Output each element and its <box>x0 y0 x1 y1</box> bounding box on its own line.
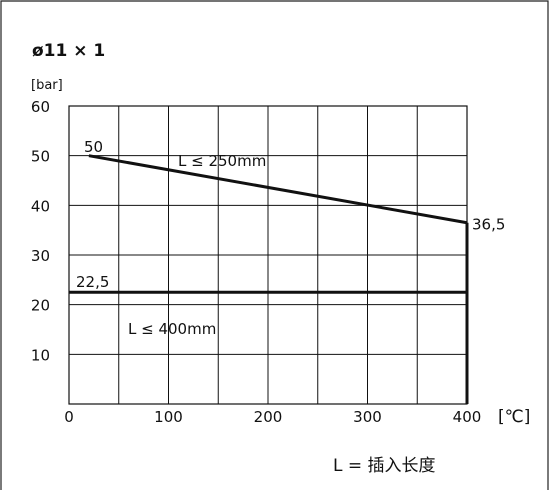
label-layer: L ≤ 250mm L ≤ 400mm 50 36,5 22,5 ø11 × 1 [bar]… <box>31 41 530 476</box>
y-tick-label: 60 <box>31 98 50 116</box>
annotation-label: 50 <box>84 138 103 156</box>
series-label-1: L ≤ 250mm <box>178 152 266 170</box>
y-tick-label: 30 <box>31 247 50 265</box>
series-line-1 <box>88 154 468 225</box>
y-unit-label: [bar] <box>31 78 63 93</box>
annotation-label: 36,5 <box>472 216 505 234</box>
x-tick-labels: 0 100 200 300 400 <box>64 408 481 426</box>
y-tick-label: 20 <box>31 297 50 315</box>
series-layer <box>69 154 469 404</box>
y-tick-label: 40 <box>31 197 50 215</box>
x-tick-label: 0 <box>64 408 74 426</box>
x-tick-label: 100 <box>154 408 183 426</box>
x-unit-label: [℃] <box>498 407 530 427</box>
x-tick-label: 400 <box>453 408 482 426</box>
series-label-2: L ≤ 400mm <box>128 320 216 338</box>
annotation-label: 22,5 <box>76 273 109 291</box>
y-tick-label: 10 <box>31 346 50 364</box>
x-tick-label: 300 <box>353 408 382 426</box>
footnote: L = 插入长度 <box>333 456 436 476</box>
x-tick-label: 200 <box>254 408 283 426</box>
y-tick-labels: 10 20 30 40 50 60 <box>31 98 50 364</box>
chart-title: ø11 × 1 <box>32 41 105 61</box>
y-tick-label: 50 <box>31 148 50 166</box>
